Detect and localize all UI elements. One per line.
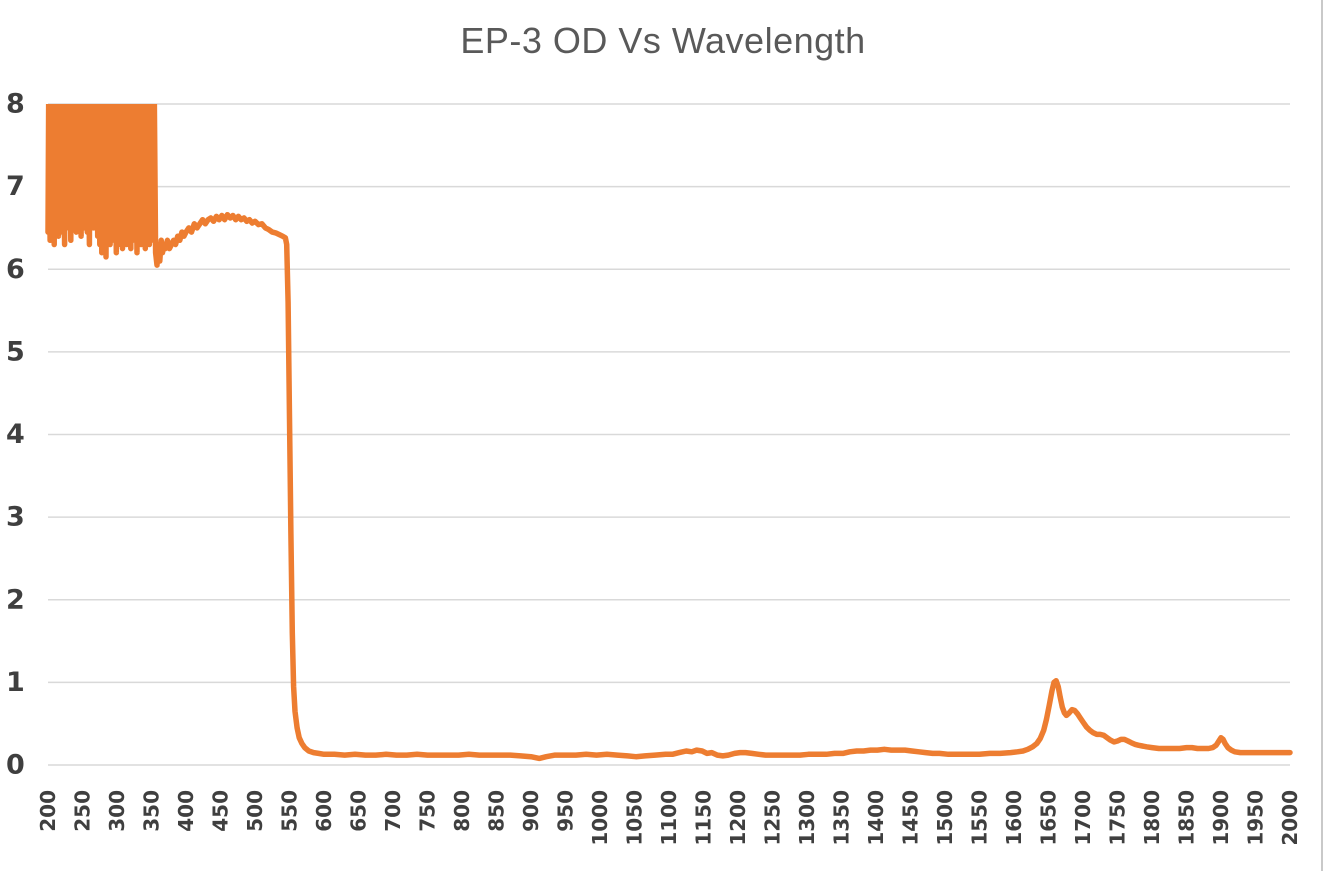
x-tick-label: 750 (416, 790, 440, 832)
x-tick-label: 1350 (830, 790, 854, 846)
x-tick-label: 850 (485, 790, 509, 832)
x-tick-label: 450 (209, 790, 233, 832)
x-tick-label: 600 (312, 790, 336, 832)
x-tick-label: 250 (71, 790, 95, 832)
x-tick-label: 1700 (1071, 790, 1095, 846)
x-tick-label: 1950 (1244, 790, 1268, 846)
x-tick-label: 550 (278, 790, 302, 832)
x-tick-label: 1000 (588, 790, 612, 846)
x-tick-label: 1150 (692, 790, 716, 846)
x-tick-label: 1250 (761, 790, 785, 846)
x-tick-label: 900 (519, 790, 543, 832)
image-right-border (1321, 0, 1323, 871)
y-tick-label: 6 (6, 254, 25, 285)
y-tick-label: 3 (6, 502, 25, 533)
x-tick-label: 1050 (623, 790, 647, 846)
x-tick-label: 2000 (1278, 790, 1302, 846)
x-tick-label: 1450 (899, 790, 923, 846)
y-tick-label: 0 (6, 750, 25, 781)
x-tick-label: 350 (140, 790, 164, 832)
y-tick-label: 2 (6, 584, 25, 615)
y-tick-label: 5 (6, 336, 25, 367)
x-tick-label: 800 (450, 790, 474, 832)
x-tick-label: 1650 (1037, 790, 1061, 846)
y-tick-label: 1 (6, 667, 25, 698)
x-tick-label: 500 (243, 790, 267, 832)
od-curve (45, 104, 1293, 762)
y-tick-label: 4 (6, 419, 25, 450)
x-tick-label: 1550 (968, 790, 992, 846)
chart-title: EP-3 OD Vs Wavelength (460, 20, 866, 61)
x-tick-label: 1200 (726, 790, 750, 846)
x-tick-label: 700 (381, 790, 405, 832)
y-tick-label: 7 (6, 171, 25, 202)
x-tick-label: 650 (347, 790, 371, 832)
x-tick-label: 1800 (1140, 790, 1164, 846)
x-tick-label: 200 (36, 790, 60, 832)
x-tick-label: 1750 (1106, 790, 1130, 846)
x-tick-label: 1500 (933, 790, 957, 846)
x-tick-label: 300 (105, 790, 129, 832)
x-tick-label: 1900 (1209, 790, 1233, 846)
x-tick-label: 400 (174, 790, 198, 832)
x-tick-label: 1100 (657, 790, 681, 846)
x-tick-label: 1300 (795, 790, 819, 846)
y-tick-label: 8 (6, 89, 25, 120)
x-tick-label: 950 (554, 790, 578, 832)
x-tick-label: 1850 (1175, 790, 1199, 846)
x-tick-label: 1400 (864, 790, 888, 846)
x-tick-label: 1600 (1002, 790, 1026, 846)
